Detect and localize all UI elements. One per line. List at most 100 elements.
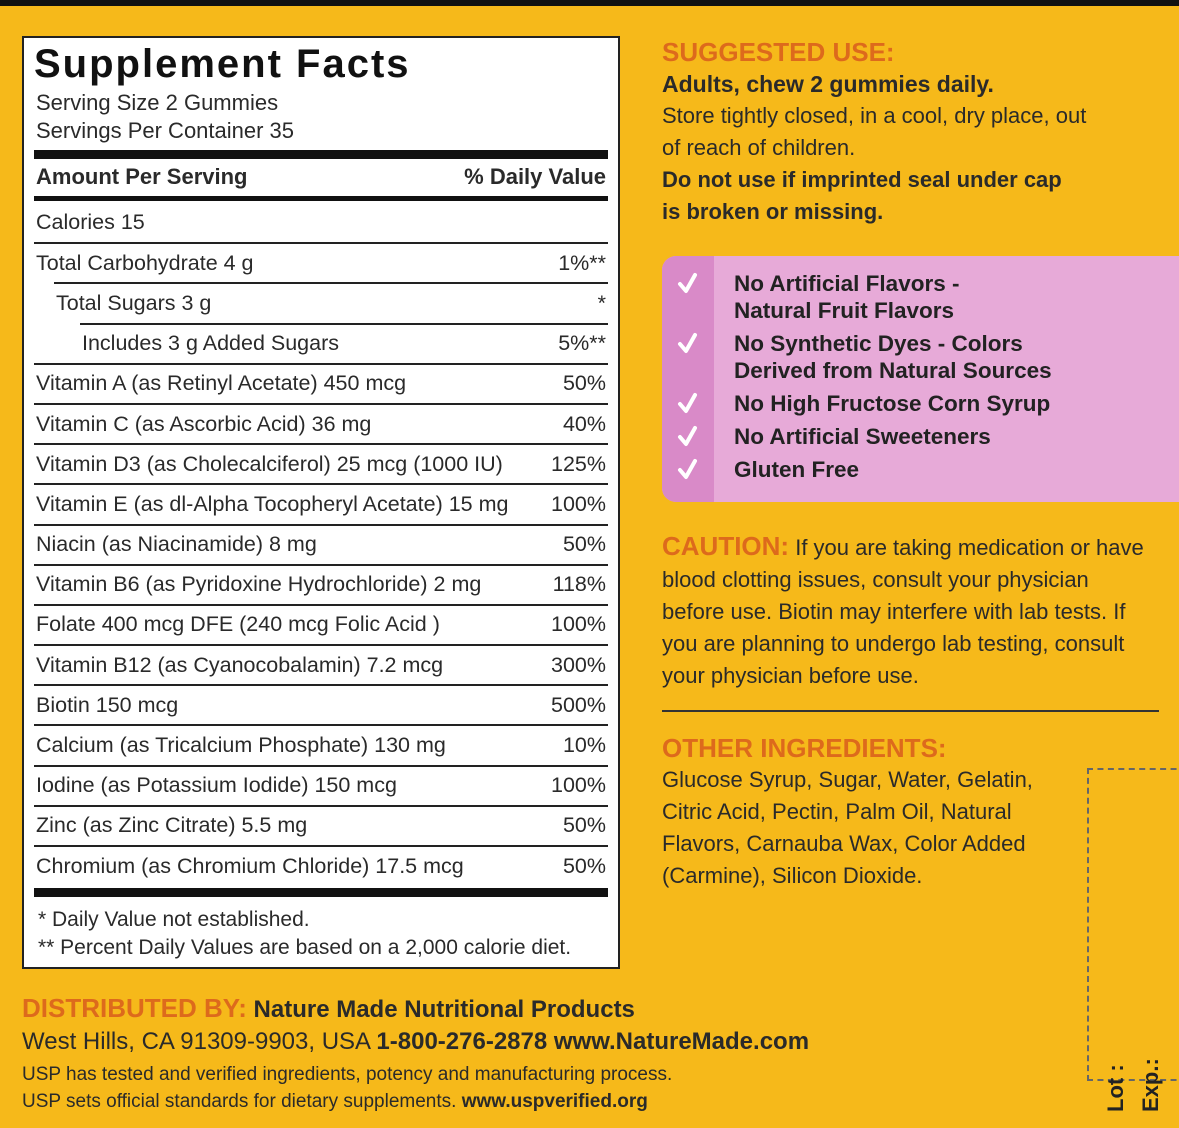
daily-value: 50% (562, 853, 606, 878)
facts-header: Amount Per Serving % Daily Value (36, 160, 606, 194)
nutrient: Biotin 150 mcg (36, 692, 179, 717)
nutrient: Vitamin D3 (as Cholecalciferol) 25 mcg (… (36, 451, 503, 476)
claim-text: No Artificial Sweeteners (714, 423, 991, 450)
daily-value: 100% (551, 773, 606, 798)
servings-per-container: Servings Per Container 35 (36, 118, 295, 143)
claim-text: Gluten Free (714, 456, 859, 483)
nutrient: Chromium (as Chromium Chloride) 17.5 mcg (36, 853, 464, 878)
daily-value: 5%** (558, 331, 606, 356)
nutrient: Iodine (as Potassium Iodide) 150 mcg (36, 773, 397, 798)
footnote: * Daily Value not established. (38, 908, 310, 931)
lot-box (1087, 768, 1179, 1081)
nutrient: Folate 400 mcg DFE (240 mcg Folic Acid ) (36, 612, 440, 637)
footnote: ** Percent Daily Values are based on a 2… (38, 936, 572, 959)
facts-row: Vitamin E (as dl-Alpha Tocopheryl Acetat… (34, 483, 608, 523)
facts-row: Calcium (as Tricalcium Phosphate) 130 mg… (34, 724, 608, 764)
distributor: DISTRIBUTED BY: Nature Made Nutritional … (22, 992, 809, 1058)
heading: SUGGESTED USE: (662, 37, 895, 67)
supplement-facts: Supplement Facts Serving Size 2 Gummies … (22, 36, 620, 969)
thick-rule (34, 150, 608, 159)
nutrient: Includes 3 g Added Sugars (82, 331, 339, 356)
footnotes: * Daily Value not established. ** Percen… (38, 906, 571, 962)
nutrient: Calories 15 (36, 209, 145, 234)
check-strip (662, 256, 714, 502)
check-icon (678, 273, 697, 293)
claim-text: No High Fructose Corn Syrup (714, 390, 1050, 417)
claim-line: Gluten Free (734, 457, 860, 482)
check-icon (678, 459, 697, 479)
contact: 1-800-276-2878 www.NatureMade.com (376, 1028, 810, 1055)
daily-value: 50% (562, 532, 606, 557)
facts-row: Includes 3 g Added Sugars 5%** (80, 322, 608, 363)
check-icon (678, 393, 697, 413)
other-ingredients: OTHER INGREDIENTS: Glucose Syrup, Sugar,… (662, 732, 1077, 892)
facts-row: Vitamin A (as Retinyl Acetate) 450 mcg 50… (34, 362, 608, 403)
daily-value: 118% (552, 572, 606, 597)
nutrient: Niacin (as Niacinamide) 8 mg (36, 532, 317, 557)
claim-line: No Synthetic Dyes - Colors (734, 331, 1023, 356)
daily-value: 10% (562, 733, 606, 758)
usp-url: www.uspverified.org (461, 1091, 648, 1112)
claim: No Artificial Flavors - Natural Fruit Fla… (662, 270, 1179, 324)
claim: Gluten Free (662, 456, 1179, 483)
facts-row: Vitamin B6 (as Pyridoxine Hydrochloride)… (34, 563, 608, 604)
thick-rule (34, 888, 608, 897)
facts-row: Iodine (as Potassium Iodide) 150 mcg 100% (34, 764, 608, 805)
company: Nature Made Nutritional Products (253, 996, 635, 1023)
address: West Hills, CA 91309-9903, USA (22, 1028, 370, 1055)
ingredients-text: Glucose Syrup, Sugar, Water, Gelatin, Ci… (662, 767, 1033, 888)
nutrient: Vitamin C (as Ascorbic Acid) 36 mg (36, 411, 372, 436)
check-icon (678, 426, 697, 446)
claim-line: Natural Fruit Flavors (734, 298, 955, 323)
claim-text: No Artificial Flavors - Natural Fruit Fla… (714, 270, 959, 324)
claims-box: No Artificial Flavors - Natural Fruit Fla… (662, 256, 1179, 502)
facts-row: Niacin (as Niacinamide) 8 mg 50% (34, 523, 608, 564)
heading: OTHER INGREDIENTS: (662, 733, 947, 763)
daily-value: 50% (562, 371, 606, 396)
facts-row: Chromium (as Chromium Chloride) 17.5 mcg… (34, 845, 608, 885)
claim: No Artificial Sweeteners (662, 423, 1179, 450)
nutrient: Vitamin B12 (as Cyanocobalamin) 7.2 mcg (36, 652, 444, 677)
claim-text: No Synthetic Dyes - Colors Derived from N… (714, 330, 1052, 384)
nutrient: Vitamin A (as Retinyl Acetate) 450 mcg (36, 371, 407, 396)
facts-row: Biotin 150 mcg 500% (34, 684, 608, 724)
facts-row: Zinc (as Zinc Citrate) 5.5 mg 50% (34, 804, 608, 845)
claim-line: No Artificial Flavors - (734, 271, 960, 296)
daily-value: 125% (551, 451, 606, 476)
heading: CAUTION: (662, 531, 790, 561)
facts-row: Vitamin C (as Ascorbic Acid) 36 mg 40% (34, 402, 608, 443)
nutrient: Calcium (as Tricalcium Phosphate) 130 mg (36, 733, 446, 758)
divider (662, 710, 1159, 712)
facts-title: Supplement Facts (34, 42, 411, 86)
suggested-use: SUGGESTED USE: Adults, chew 2 gummies da… (662, 36, 1162, 228)
usp-line: USP sets official standards for dietary … (22, 1091, 457, 1112)
usp: USP has tested and verified ingredients,… (22, 1061, 672, 1115)
directions: Adults, chew 2 gummies daily. (662, 71, 994, 97)
serving-size: Serving Size 2 Gummies (36, 90, 279, 115)
daily-value: * (597, 290, 606, 315)
facts-row: Total Carbohydrate 4 g 1%** (34, 242, 608, 282)
heading: DISTRIBUTED BY: (22, 993, 247, 1023)
claim: No High Fructose Corn Syrup (662, 390, 1179, 417)
daily-value: 40% (562, 411, 606, 436)
daily-value: 50% (562, 813, 606, 838)
facts-row: Calories 15 (34, 202, 608, 242)
claim: No Synthetic Dyes - Colors Derived from N… (662, 330, 1179, 384)
daily-value: 100% (551, 612, 606, 637)
daily-value: 1%** (558, 250, 606, 275)
nutrient: Vitamin E (as dl-Alpha Tocopheryl Acetat… (36, 491, 509, 516)
lot: Lot : (1103, 1064, 1128, 1112)
facts-row: Vitamin D3 (as Cholecalciferol) 25 mcg (… (34, 443, 608, 483)
facts-row: Vitamin B12 (as Cyanocobalamin) 7.2 mcg 3… (34, 644, 608, 684)
storage: Store tightly closed, in a cool, dry pla… (662, 103, 1087, 160)
caution-text: If you are taking medication or have blo… (662, 535, 1144, 688)
facts-rows: Calories 15 Total Carbohydrate 4 g 1%** Tot… (34, 202, 608, 885)
header-rule (34, 196, 608, 201)
nutrient: Vitamin B6 (as Pyridoxine Hydrochloride)… (36, 572, 482, 597)
nutrient: Total Sugars 3 g (56, 290, 212, 315)
exp: Exp.: (1138, 1058, 1163, 1112)
facts-row: Total Sugars 3 g * (54, 282, 608, 322)
claim-line: No Artificial Sweeteners (734, 424, 991, 449)
daily-value: 500% (551, 692, 606, 717)
